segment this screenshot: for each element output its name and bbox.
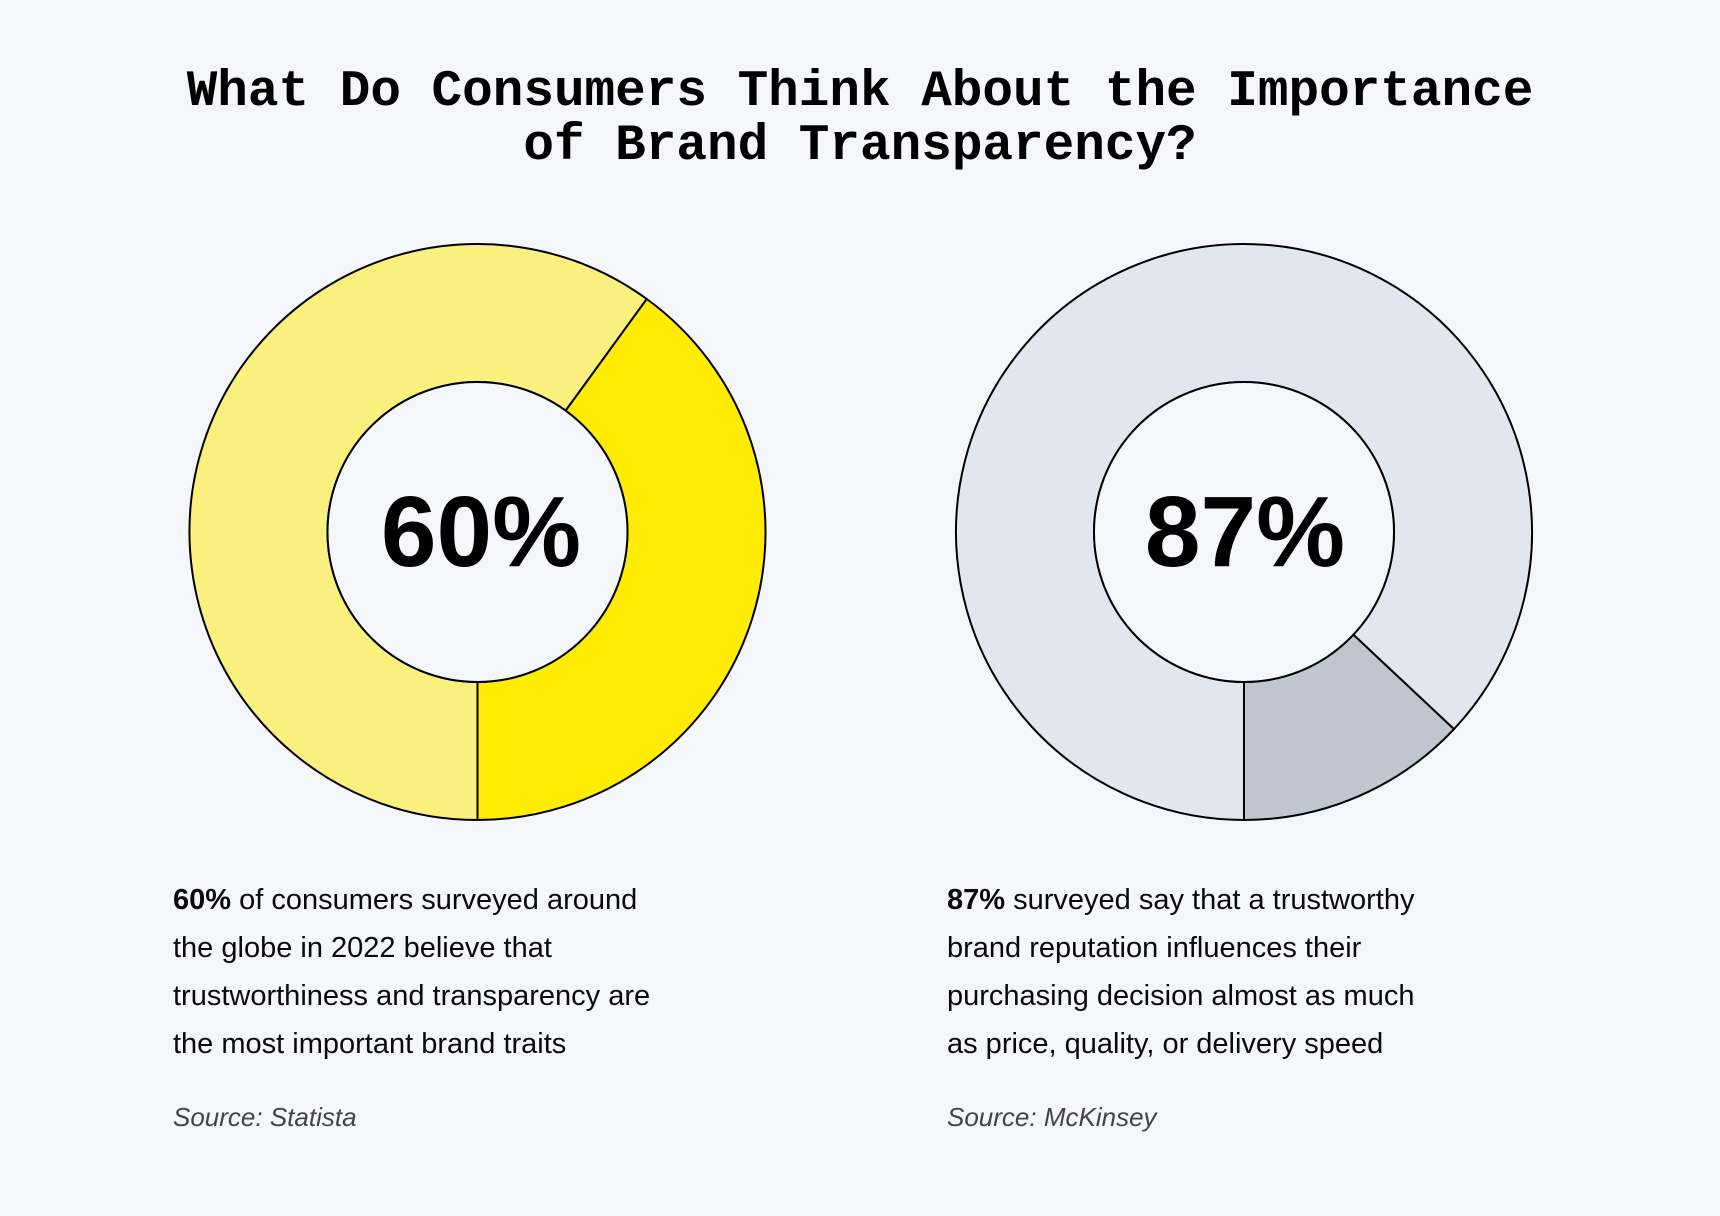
description-line: brand reputation influences their xyxy=(947,932,1362,964)
description-highlight: 87% xyxy=(947,884,1006,916)
title-line-1: What Do Consumers Think About the Import… xyxy=(186,64,1534,121)
donut-chart-statista xyxy=(188,243,767,821)
description-text: of consumers surveyed around xyxy=(231,884,638,916)
description-line: trustworthiness and transparency are xyxy=(173,980,651,1012)
description-statista: 60% of consumers surveyed around the glo… xyxy=(173,876,650,1068)
description-line: as price, quality, or delivery speed xyxy=(947,1028,1384,1060)
chart-title: What Do Consumers Think About the Import… xyxy=(0,66,1720,174)
donut-hole xyxy=(1093,381,1395,683)
source-statista: Source: Statista xyxy=(173,1102,357,1132)
description-text: surveyed say that a trustworthy xyxy=(1005,884,1415,916)
description-line: 60% of consumers surveyed around xyxy=(173,876,650,924)
description-line: the globe in 2022 believe that xyxy=(173,932,552,964)
title-line-2: of Brand Transparency? xyxy=(523,118,1197,175)
source-mckinsey: Source: McKinsey xyxy=(947,1102,1157,1132)
donut-chart-mckinsey xyxy=(955,243,1533,821)
description-line: the most important brand traits xyxy=(173,1028,567,1060)
description-highlight: 60% xyxy=(173,884,232,916)
description-mckinsey: 87% surveyed say that a trustworthy bran… xyxy=(947,876,1414,1068)
description-line: 87% surveyed say that a trustworthy xyxy=(947,876,1414,924)
donut-center-label-mckinsey: 87% xyxy=(1144,476,1346,588)
donut-hole xyxy=(326,381,629,683)
donut-center-label-statista: 60% xyxy=(380,476,582,588)
description-line: purchasing decision almost as much xyxy=(947,980,1415,1012)
